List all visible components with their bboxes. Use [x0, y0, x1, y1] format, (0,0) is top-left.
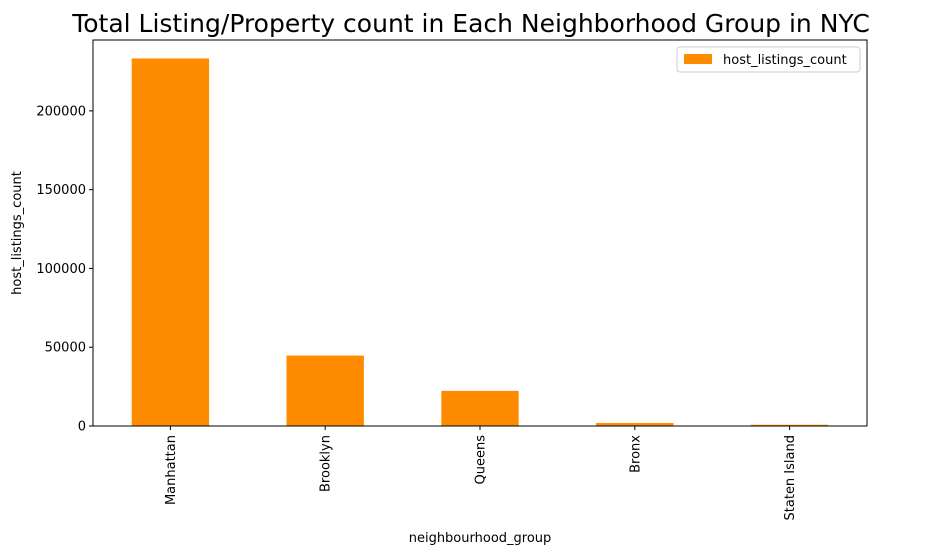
x-axis-label: neighbourhood_group [409, 531, 552, 546]
x-tick-label: Staten Island [783, 435, 798, 520]
legend: host_listings_count [676, 46, 861, 73]
bar-brooklyn [286, 355, 364, 426]
bar-queens [441, 390, 519, 426]
bar-manhattan [131, 58, 210, 426]
y-tick-label: 150000 [36, 183, 86, 198]
bar-staten-island [750, 424, 829, 426]
x-axis: Manhattan Brooklyn Queens Bronx Staten Islan… [164, 426, 798, 520]
y-tick-label: 100000 [36, 262, 86, 277]
y-axis: 0 50000 100000 150000 200000 [36, 104, 93, 435]
y-tick-label: 50000 [45, 341, 86, 356]
x-tick-label: Queens [474, 435, 489, 485]
legend-swatch [684, 54, 712, 64]
bar-bronx [596, 423, 674, 426]
x-tick-label: Brooklyn [319, 435, 334, 492]
x-tick-label: Bronx [628, 435, 643, 473]
x-tick-label: Manhattan [164, 435, 179, 505]
plot-frame [92, 39, 868, 427]
legend-box [676, 46, 861, 73]
y-tick-label: 0 [78, 420, 86, 435]
bars-group [131, 58, 829, 426]
chart-title: Total Listing/Property count in Each Nei… [71, 9, 870, 38]
y-axis-label: host_listings_count [10, 171, 25, 295]
legend-label: host_listings_count [723, 53, 847, 68]
y-tick-label: 200000 [36, 104, 86, 119]
